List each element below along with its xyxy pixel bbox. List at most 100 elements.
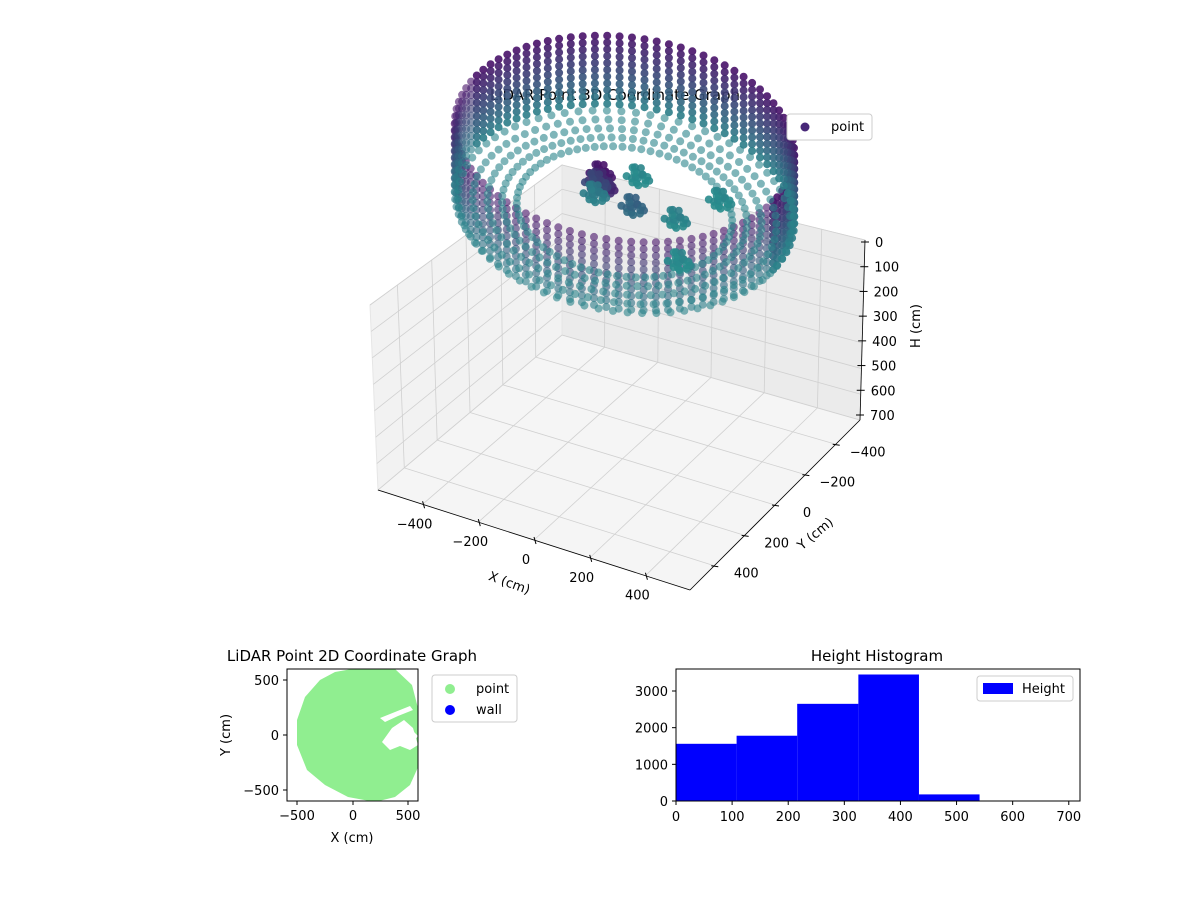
point-marker [548, 141, 557, 150]
y-tick-label: 200 [764, 536, 789, 551]
point-marker [741, 230, 750, 239]
point-marker [555, 75, 564, 84]
point-marker [720, 61, 729, 70]
point-marker [720, 88, 729, 97]
point-marker [462, 152, 471, 161]
point-marker [680, 306, 689, 315]
point-marker [617, 116, 626, 125]
point-marker [769, 119, 778, 128]
point-marker [533, 238, 542, 247]
point-marker [769, 106, 778, 114]
point-marker [590, 65, 599, 74]
point-marker [628, 163, 637, 172]
point-marker [710, 83, 719, 92]
point-marker [628, 81, 636, 90]
point-marker [615, 73, 624, 82]
point-marker [627, 258, 636, 267]
point-marker [555, 55, 564, 64]
x-tick [533, 536, 537, 545]
point-marker [628, 74, 636, 83]
point-marker [763, 153, 772, 162]
point-marker [479, 99, 488, 108]
point-marker [512, 199, 521, 208]
point-marker [710, 69, 719, 78]
point-marker [660, 114, 669, 123]
point-marker [512, 46, 521, 55]
point-marker [652, 37, 661, 46]
y-tick [771, 504, 780, 507]
point-marker [748, 112, 757, 121]
point-marker [710, 90, 719, 99]
point-marker [554, 243, 563, 252]
point-marker [748, 92, 757, 101]
point-marker [664, 47, 673, 55]
point-marker [479, 92, 488, 101]
point-marker [577, 243, 586, 252]
histogram-bar [858, 674, 919, 801]
point-marker [628, 135, 637, 143]
point-marker [720, 81, 729, 90]
point-marker [494, 68, 503, 77]
point-marker [747, 234, 756, 243]
point-marker [603, 270, 612, 279]
point-marker [512, 100, 521, 109]
point-marker [501, 179, 510, 188]
point-marker [571, 290, 580, 298]
point-marker [650, 272, 659, 281]
point-marker [486, 60, 495, 69]
point-marker [602, 303, 611, 311]
point-marker [590, 92, 599, 101]
point-marker [539, 133, 548, 142]
point-marker [615, 93, 624, 102]
point-marker [543, 57, 552, 66]
point-marker [681, 215, 690, 224]
z-tick-label: 700 [870, 409, 895, 424]
point-marker [564, 147, 573, 156]
point-marker [555, 82, 564, 91]
point-marker [578, 59, 587, 68]
point-marker [593, 181, 602, 190]
y-tick-label: 400 [734, 567, 759, 582]
point-marker [579, 189, 588, 198]
point-marker [602, 255, 611, 264]
point-marker [637, 145, 646, 154]
point-marker [748, 146, 757, 155]
point-marker [460, 221, 469, 230]
point-marker [742, 217, 751, 226]
point-marker [500, 157, 509, 166]
point-marker [759, 257, 768, 266]
point-marker [477, 246, 486, 255]
point-marker [494, 123, 503, 132]
y-tick-label: −200 [819, 476, 855, 491]
point-marker [503, 240, 511, 248]
point-marker [763, 105, 772, 114]
point-marker [482, 139, 491, 148]
point-marker [472, 112, 481, 121]
point-marker [676, 84, 685, 93]
point-marker [628, 101, 636, 110]
point-marker [543, 84, 552, 93]
point-marker [763, 119, 772, 128]
point-marker [570, 270, 579, 279]
point-marker [719, 273, 728, 282]
point-marker [639, 136, 648, 145]
point-marker [705, 139, 714, 148]
point-marker [564, 278, 573, 287]
x-tick [422, 501, 426, 509]
point-marker [640, 76, 649, 84]
histogram-yticks: 0 1000 2000 3000 [635, 685, 676, 810]
point-marker [521, 141, 530, 150]
point-marker [511, 224, 520, 233]
point-marker [629, 211, 638, 219]
point-marker [694, 134, 702, 143]
point-marker [756, 99, 764, 107]
point-marker [748, 106, 757, 115]
point-marker [763, 146, 772, 155]
point-marker [614, 250, 623, 259]
point-marker [483, 197, 492, 206]
point-marker [601, 279, 610, 287]
point-marker [672, 155, 681, 164]
point-marker [565, 247, 574, 256]
y-tick [802, 474, 810, 477]
